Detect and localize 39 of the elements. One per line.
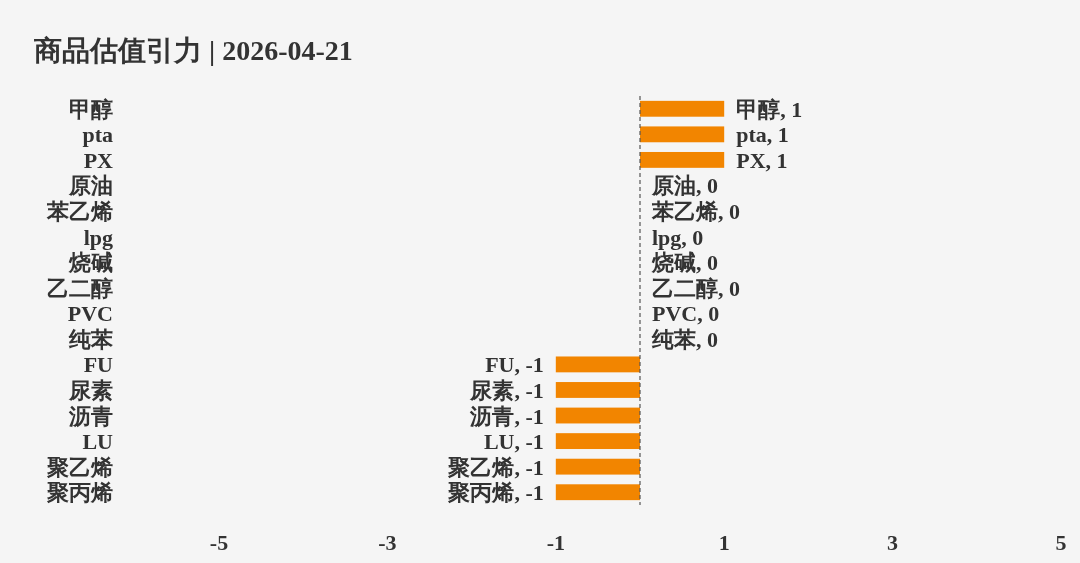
data-label: 甲醇, 1 (736, 96, 803, 122)
x-tick-label: 3 (887, 530, 899, 555)
y-tick-label: pta (82, 122, 113, 148)
data-label: 乙二醇, 0 (652, 275, 740, 301)
x-tick-label: -1 (546, 530, 565, 555)
data-label: PVC, 0 (652, 301, 720, 327)
y-tick-label: 原油 (68, 173, 113, 199)
y-tick-label: LU (82, 429, 114, 455)
y-tick-label: FU (83, 352, 114, 378)
y-tick-label: 沥青 (68, 403, 113, 429)
y-tick-label: 乙二醇 (47, 275, 113, 301)
data-label: 烧碱, 0 (651, 250, 718, 276)
y-tick-label: 聚丙烯 (46, 480, 113, 506)
data-label: PX, 1 (736, 147, 788, 173)
y-tick-label: 纯苯 (68, 326, 113, 352)
x-tick-label: 5 (1055, 530, 1067, 555)
data-label: LU, -1 (483, 429, 544, 455)
data-label: 苯乙烯, 0 (651, 199, 740, 225)
data-label: 原油, 0 (651, 173, 718, 199)
y-tick-label: lpg (83, 224, 113, 250)
data-label: 聚乙烯, -1 (447, 454, 544, 480)
data-label: 聚丙烯, -1 (447, 480, 544, 506)
y-tick-label: 烧碱 (68, 250, 113, 276)
data-label: lpg, 0 (652, 224, 704, 250)
y-tick-label: 苯乙烯 (46, 199, 113, 225)
y-tick-label: 聚乙烯 (46, 454, 113, 480)
data-label: FU, -1 (485, 352, 544, 378)
data-label: 尿素, -1 (469, 377, 544, 403)
y-tick-label: PVC (67, 301, 113, 327)
x-tick-label: -5 (209, 530, 229, 555)
chart-title: 商品估值引力 | 2026-04-21 (33, 35, 353, 66)
y-tick-label: 甲醇 (69, 96, 113, 122)
x-tick-label: 1 (718, 530, 730, 555)
x-tick-label: -3 (378, 530, 397, 555)
data-label: pta, 1 (736, 122, 789, 148)
y-tick-label: PX (83, 147, 114, 173)
y-tick-label: 尿素 (68, 377, 113, 403)
data-label: 纯苯, 0 (651, 326, 718, 352)
data-label: 沥青, -1 (469, 403, 544, 429)
